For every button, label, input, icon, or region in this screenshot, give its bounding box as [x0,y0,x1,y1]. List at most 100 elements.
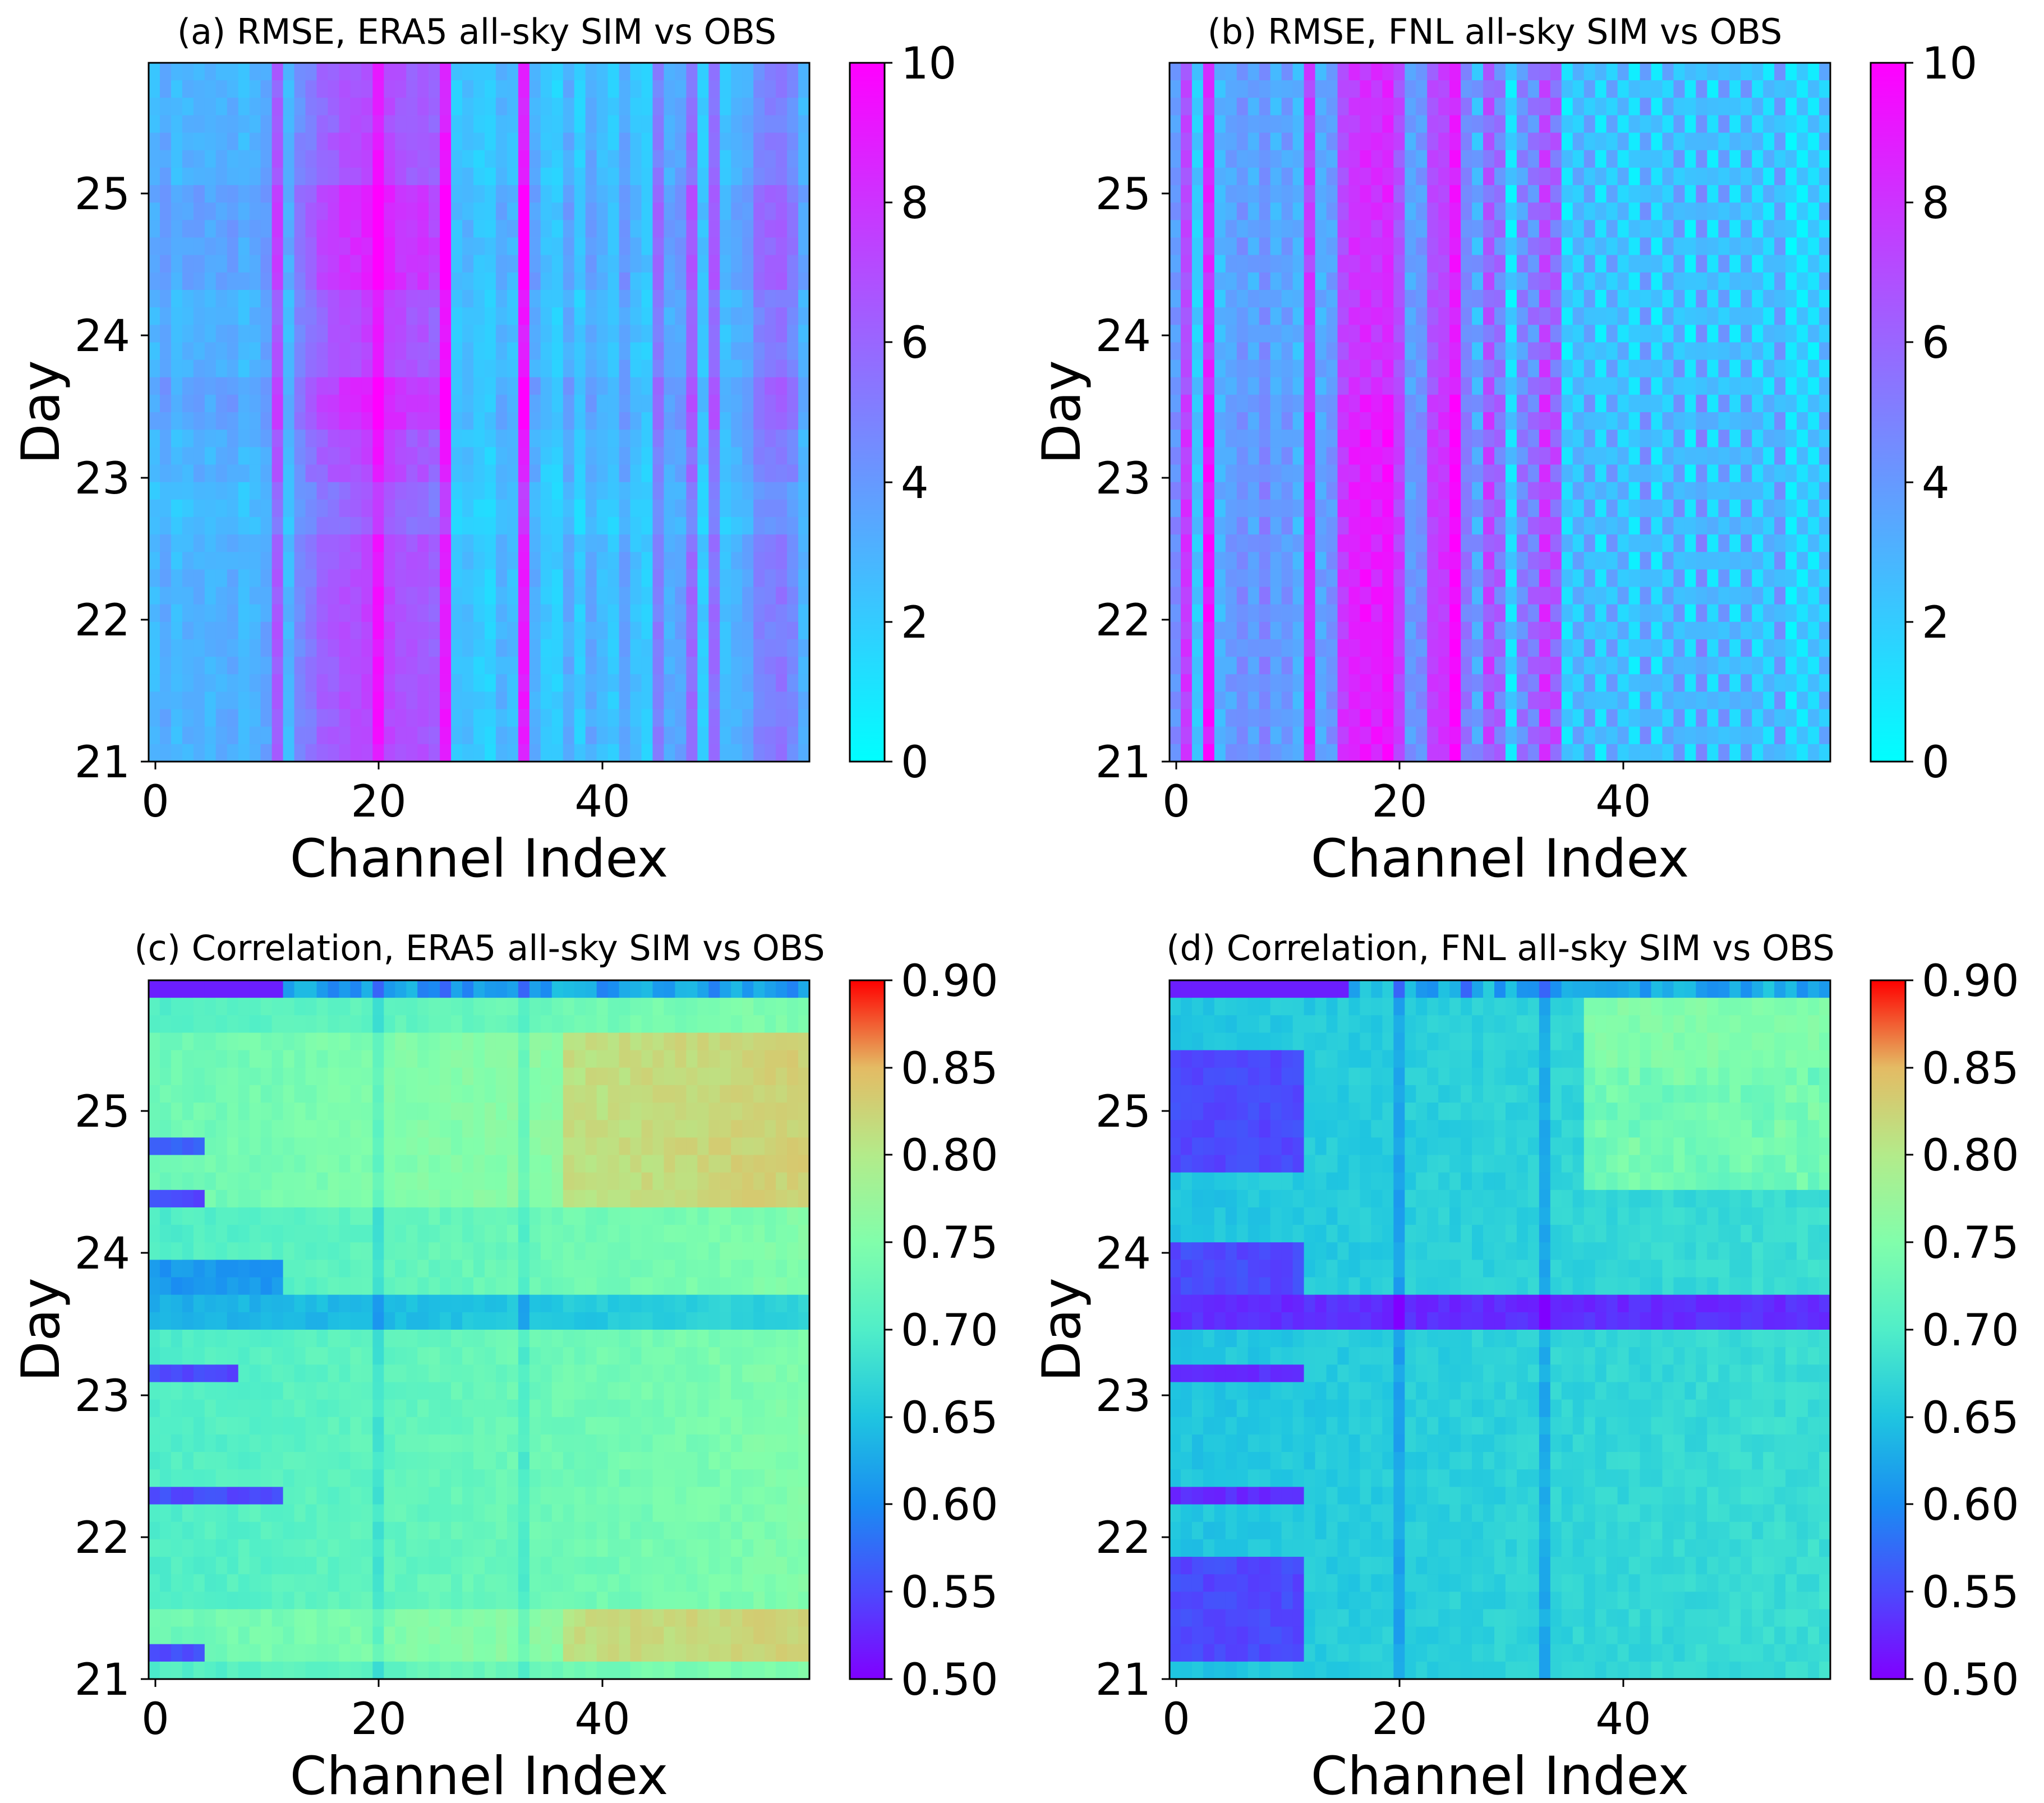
heatmap-cell [350,98,362,116]
heatmap-cell [294,587,306,605]
heatmap-cell [1326,587,1338,605]
heatmap-cell [1259,587,1271,605]
heatmap-cell [1270,709,1282,727]
heatmap-cell [384,167,395,186]
heatmap-cell [1483,359,1495,378]
heatmap-cell [1449,482,1461,500]
heatmap-cell [776,517,788,535]
heatmap-cell [1763,237,1775,256]
heatmap-cell [1729,744,1741,762]
heatmap-cell [551,657,564,675]
heatmap-cell [249,744,261,762]
heatmap-cell [249,255,261,273]
heatmap-cell [1628,342,1641,361]
heatmap-cell [1191,464,1204,483]
heatmap-cell [540,587,553,605]
heatmap-cell [1405,80,1416,98]
heatmap-cell [361,1015,373,1034]
heatmap-cell [328,587,340,605]
heatmap-cell [1628,359,1641,378]
heatmap-cell [1696,552,1707,570]
heatmap-cell [1808,237,1820,256]
heatmap-cell [1337,202,1350,220]
heatmap-cell [294,167,306,186]
heatmap-cell [372,587,384,605]
heatmap-cell [1696,325,1707,343]
heatmap-cell [1315,63,1327,81]
heatmap-cell [1315,307,1327,325]
heatmap-cell [697,342,709,361]
heatmap-cell [484,587,496,605]
heatmap-cell [641,342,653,361]
heatmap-cell [1505,430,1517,448]
heatmap-cell [1337,80,1350,98]
heatmap-cell [1247,604,1260,622]
heatmap-cell [193,499,205,518]
heatmap-cell [182,220,194,238]
heatmap-cell [227,569,239,588]
heatmap-cell [1304,604,1316,622]
heatmap-cell [652,709,665,727]
heatmap-cell [1718,132,1730,151]
heatmap-cell [1583,115,1596,133]
heatmap-cell [294,604,306,622]
heatmap-cell [1505,412,1517,430]
heatmap-cell [1292,430,1305,448]
heatmap-cell [686,167,698,186]
heatmap-cell [1651,255,1663,273]
heatmap-cell [630,394,642,413]
heatmap-cell [1561,307,1573,325]
heatmap-cell [339,359,351,378]
heatmap-cell [507,342,519,361]
heatmap-cell [1214,63,1226,81]
heatmap-cell [518,167,530,186]
heatmap-cell [787,359,799,378]
heatmap-cell [1595,202,1607,220]
heatmap-cell [585,639,597,657]
heatmap-cell [720,464,731,483]
heatmap-cell [339,517,351,535]
heatmap-cell [1572,621,1585,640]
heatmap-cell [641,412,653,430]
heatmap-cell [675,325,687,343]
heatmap-cell [171,430,183,448]
heatmap-cell [305,98,317,116]
heatmap-cell [484,132,496,151]
heatmap-cell [1393,430,1405,448]
heatmap-cell [227,482,239,500]
heatmap-cell [1247,342,1260,361]
heatmap-cell [1539,342,1551,361]
heatmap-cell [215,255,228,273]
heatmap-cell [193,674,205,692]
heatmap-cell [1393,657,1405,675]
heatmap-cell [1236,325,1249,343]
heatmap-cell [686,639,698,657]
heatmap-cell [149,167,160,186]
heatmap-cell [451,272,463,290]
heatmap-cell [417,691,429,710]
heatmap-cell [1427,80,1439,98]
heatmap-cell [1170,726,1181,745]
heatmap-cell [1752,220,1764,238]
heatmap-cell [1371,255,1383,273]
heatmap-cell [271,202,284,220]
heatmap-cell [529,447,541,465]
heatmap-cell [1416,132,1428,151]
heatmap-cell [1360,237,1371,256]
heatmap-cell [686,150,698,168]
heatmap-cell [283,185,295,203]
heatmap-cell [787,272,799,290]
heatmap-cell [1561,325,1573,343]
heatmap-cell [1438,255,1450,273]
heatmap-cell [238,980,250,998]
heatmap-cell [798,464,810,483]
heatmap-cell [574,482,586,500]
heatmap-cell [215,272,228,290]
heatmap-cell [339,499,351,518]
heatmap-cell [742,552,754,570]
heatmap-cell [574,447,586,465]
heatmap-cell [1247,482,1260,500]
heatmap-cell [1483,255,1495,273]
heatmap-cell [596,80,609,98]
heatmap-cell [149,517,160,535]
